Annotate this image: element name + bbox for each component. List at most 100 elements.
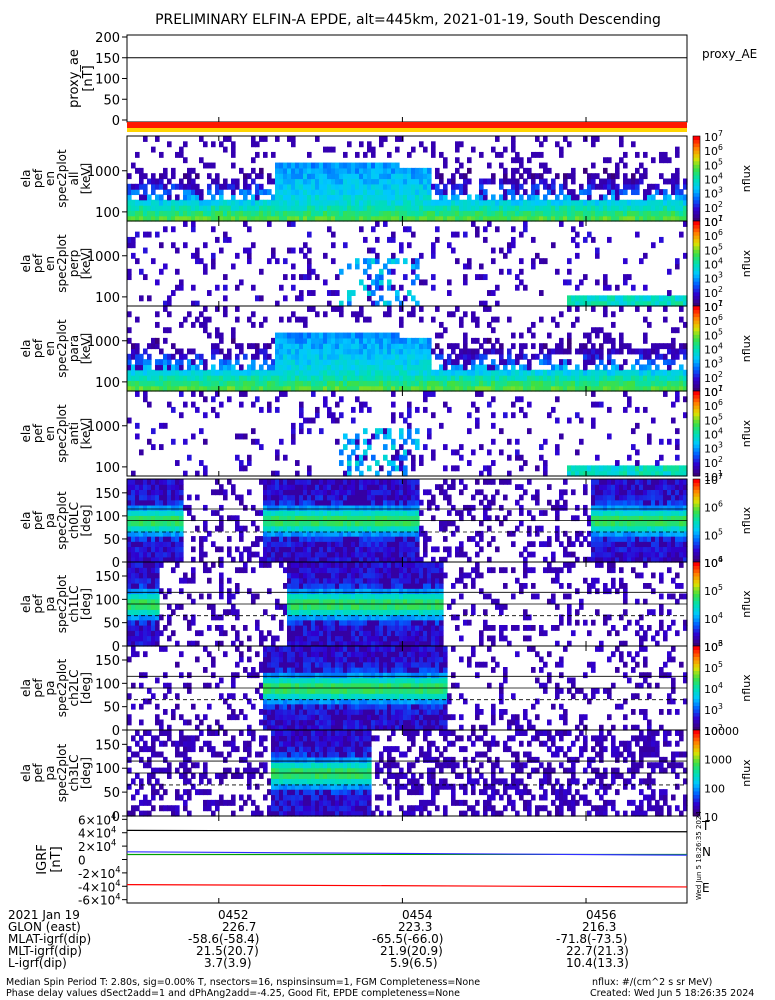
heatmap-cell bbox=[631, 375, 636, 381]
heatmap-cell bbox=[191, 210, 196, 217]
heatmap-cell bbox=[543, 162, 548, 169]
heatmap-cell bbox=[659, 205, 664, 211]
heatmap-cell bbox=[147, 479, 152, 485]
heatmap-cell bbox=[239, 210, 244, 217]
heatmap-cell bbox=[283, 337, 288, 344]
heatmap-cell bbox=[251, 178, 256, 185]
heatmap-cell bbox=[587, 199, 592, 206]
heatmap-cell bbox=[307, 337, 312, 344]
heatmap-cell bbox=[347, 541, 352, 548]
heatmap-cell bbox=[679, 210, 684, 217]
heatmap-cell bbox=[347, 290, 352, 296]
heatmap-cell bbox=[639, 210, 644, 217]
heatmap-cell bbox=[635, 541, 640, 548]
heatmap-cell bbox=[339, 167, 344, 174]
heatmap-cell bbox=[299, 504, 304, 511]
heatmap-cell bbox=[355, 263, 360, 270]
heatmap-cell bbox=[287, 215, 292, 222]
heatmap-cell bbox=[271, 375, 276, 381]
heatmap-cell bbox=[363, 151, 368, 158]
heatmap-cell bbox=[191, 536, 196, 542]
heatmap-cell bbox=[183, 242, 188, 249]
heatmap-cell bbox=[183, 215, 188, 222]
heatmap-cell bbox=[163, 520, 168, 527]
heatmap-cell bbox=[583, 510, 588, 516]
heatmap-cell bbox=[179, 210, 184, 217]
heatmap-cell bbox=[251, 157, 256, 164]
heatmap-cell bbox=[659, 504, 664, 511]
heatmap-cell bbox=[407, 433, 412, 440]
heatmap-cell bbox=[171, 494, 176, 501]
heatmap-cell bbox=[319, 205, 324, 211]
heatmap-cell bbox=[299, 189, 304, 196]
heatmap-cell bbox=[343, 499, 348, 506]
heatmap-cell bbox=[335, 551, 340, 558]
heatmap-cell bbox=[407, 353, 412, 360]
heatmap-cell bbox=[539, 510, 544, 516]
heatmap-cell bbox=[623, 465, 628, 472]
heatmap-cell bbox=[383, 194, 388, 201]
heatmap-cell bbox=[411, 263, 416, 270]
heatmap-cell bbox=[391, 162, 396, 169]
heatmap-cell bbox=[631, 369, 636, 376]
heatmap-cell bbox=[375, 551, 380, 558]
heatmap-cell bbox=[515, 499, 520, 506]
heatmap-cell bbox=[591, 422, 596, 429]
heatmap-cell bbox=[575, 300, 580, 307]
heatmap-cell bbox=[403, 515, 408, 522]
heatmap-cell bbox=[491, 438, 496, 445]
heatmap-cell bbox=[315, 194, 320, 201]
heatmap-cell bbox=[679, 369, 684, 376]
heatmap-cell bbox=[151, 484, 156, 490]
heatmap-cell bbox=[279, 183, 284, 190]
heatmap-cell bbox=[399, 433, 404, 440]
heatmap-cell bbox=[635, 178, 640, 185]
heatmap-cell bbox=[319, 510, 324, 516]
heatmap-cell bbox=[299, 525, 304, 532]
heatmap-cell bbox=[459, 454, 464, 461]
heatmap-cell bbox=[371, 332, 376, 339]
heatmap-cell bbox=[155, 385, 160, 392]
heatmap-cell bbox=[195, 173, 200, 180]
heatmap-cell bbox=[603, 465, 608, 472]
heatmap-cell bbox=[383, 385, 388, 392]
heatmap-cell bbox=[275, 300, 280, 307]
heatmap-cell bbox=[399, 428, 404, 435]
heatmap-cell bbox=[531, 173, 536, 180]
heatmap-cell bbox=[163, 189, 168, 196]
heatmap-cell bbox=[615, 189, 620, 196]
heatmap-cell bbox=[663, 157, 668, 164]
heatmap-cell bbox=[179, 391, 184, 397]
heatmap-cell bbox=[391, 551, 396, 558]
heatmap-cell bbox=[511, 380, 516, 387]
heatmap-cell bbox=[475, 194, 480, 201]
heatmap-cell bbox=[535, 173, 540, 180]
heatmap-cell bbox=[479, 178, 484, 185]
heatmap-cell bbox=[403, 504, 408, 511]
heatmap-cell bbox=[487, 337, 492, 344]
heatmap-cell bbox=[395, 178, 400, 185]
heatmap-cell bbox=[563, 215, 568, 222]
heatmap-cell bbox=[419, 199, 424, 206]
heatmap-cell bbox=[355, 364, 360, 371]
heatmap-cell bbox=[563, 348, 568, 355]
heatmap-cell bbox=[395, 369, 400, 376]
heatmap-cell bbox=[563, 489, 568, 496]
heatmap-cell bbox=[671, 556, 676, 563]
heatmap-cell bbox=[279, 515, 284, 522]
heatmap-cell bbox=[171, 489, 176, 496]
heatmap-cell bbox=[411, 359, 416, 366]
heatmap-cell bbox=[331, 258, 336, 265]
heatmap-cell bbox=[415, 183, 420, 190]
heatmap-cell bbox=[299, 364, 304, 371]
heatmap-cell bbox=[339, 173, 344, 180]
heatmap-cell bbox=[175, 284, 180, 291]
heatmap-cell bbox=[575, 199, 580, 206]
heatmap-cell bbox=[647, 470, 652, 477]
heatmap-cell bbox=[239, 189, 244, 196]
heatmap-cell bbox=[291, 385, 296, 392]
heatmap-cell bbox=[595, 494, 600, 501]
heatmap-cell bbox=[683, 530, 688, 537]
heatmap-cell bbox=[307, 231, 312, 238]
heatmap-cell bbox=[375, 178, 380, 185]
